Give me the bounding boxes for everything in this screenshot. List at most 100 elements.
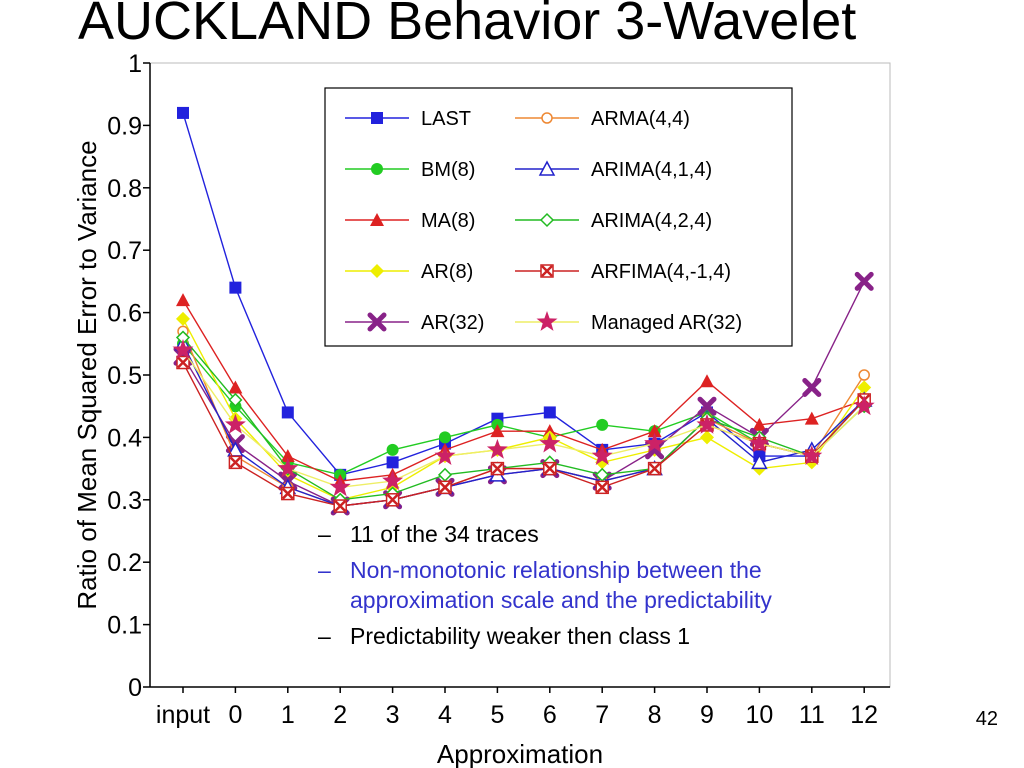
legend-marker: [370, 264, 384, 278]
y-tick-label: 0.2: [107, 549, 142, 577]
series-managed-ar-32-: [172, 339, 875, 497]
data-point: [596, 418, 609, 431]
y-tick-label: 0.5: [107, 362, 142, 390]
data-point: [857, 380, 872, 395]
data-point: [176, 311, 190, 326]
data-point: [177, 106, 189, 119]
legend-label: ARFIMA(4,-1,4): [591, 261, 731, 283]
x-tick-label: 10: [745, 701, 773, 729]
x-tick-label: 8: [648, 701, 662, 729]
legend-item: AR(8): [345, 261, 473, 283]
legend-label: ARIMA(4,1,4): [591, 159, 712, 181]
data-point: [591, 445, 613, 465]
y-tick-label: 0.7: [107, 237, 142, 265]
marker-cross: [491, 462, 504, 475]
marker-cross: [281, 487, 294, 500]
x-tick-label: 11: [799, 701, 825, 729]
marker-cross: [386, 493, 399, 506]
data-point: [486, 438, 508, 459]
data-point: [697, 396, 717, 416]
data-point: [329, 476, 351, 497]
legend-item: ARIMA(4,2,4): [515, 210, 712, 232]
x-tick-label: 2: [333, 701, 347, 729]
data-point: [333, 499, 347, 513]
marker-cross: [439, 481, 451, 494]
y-tick-label: 0.4: [107, 424, 142, 452]
legend-marker: [538, 160, 556, 176]
x-tick-label: 0: [228, 701, 242, 729]
legend-label: MA(8): [421, 210, 475, 232]
bullet-item: – Non-monotonic relationship between the …: [318, 556, 898, 616]
marker-cross: [177, 356, 189, 369]
data-point: [490, 461, 505, 476]
marker-cross: [229, 456, 242, 469]
legend-item: LAST: [345, 108, 471, 130]
marker-cross: [596, 481, 609, 494]
data-point: [543, 461, 557, 476]
legend-marker: [536, 311, 558, 331]
data-point: [172, 339, 194, 359]
data-point: [644, 432, 666, 453]
data-point: [277, 457, 299, 478]
legend-marker: [539, 212, 555, 228]
legend-item: MA(8): [345, 210, 475, 232]
data-point: [228, 455, 243, 470]
bullet-dash: –: [318, 521, 331, 547]
data-point: [748, 432, 770, 453]
x-tick-label: 6: [543, 701, 557, 729]
data-point: [700, 374, 714, 388]
data-point: [696, 413, 718, 434]
data-point: [751, 453, 768, 470]
x-tick-label: input: [156, 701, 210, 729]
legend-label: Managed AR(32): [591, 312, 742, 334]
y-tick-label: 0.9: [107, 112, 142, 140]
x-tick-label: 1: [281, 701, 295, 729]
marker-cross: [543, 462, 556, 475]
data-point: [281, 406, 294, 419]
y-tick-label: 1: [128, 50, 142, 78]
legend-box: [324, 87, 793, 347]
y-tick-label: 0.8: [107, 175, 142, 203]
data-point: [280, 449, 295, 463]
x-tick-label: 12: [850, 701, 878, 729]
series-line: [182, 299, 865, 482]
legend-marker: [367, 312, 387, 332]
data-point: [228, 380, 243, 394]
legend-item: BM(8): [345, 159, 475, 181]
data-point: [853, 395, 875, 416]
legend-item: AR(32): [345, 312, 484, 334]
legend-marker: [370, 213, 384, 226]
bullet-list: –11 of the 34 traces – Non-monotonic relat…: [318, 520, 898, 658]
legend-label: ARMA(4,4): [591, 108, 690, 130]
data-point: [438, 480, 452, 495]
y-tick-label: 0.6: [107, 300, 142, 328]
marker-cross: [334, 500, 347, 512]
page-number: 42: [975, 708, 998, 730]
data-point: [385, 493, 400, 507]
legend-item: ARMA(4,4): [515, 108, 690, 130]
legend-marker: [371, 112, 383, 124]
legend-item: Managed AR(32): [515, 311, 742, 334]
data-point: [647, 424, 662, 438]
data-point: [539, 432, 561, 453]
series-line: [182, 343, 865, 507]
bullet-item: – Predictability weaker then class 1: [318, 622, 898, 652]
series-line: [182, 318, 865, 501]
series-line: [182, 337, 865, 501]
bullet-text: Non-monotonic relationship between the a…: [350, 556, 772, 613]
bullet-dash: –: [318, 622, 331, 649]
legend-marker: [540, 264, 554, 278]
legend-label: ARIMA(4,2,4): [591, 210, 712, 232]
data-point: [386, 443, 399, 456]
x-tick-label: 5: [490, 701, 504, 729]
series-line: [182, 112, 865, 476]
legend-marker: [541, 112, 553, 124]
bullet-text: Predictability weaker then class 1: [350, 622, 691, 649]
data-point: [281, 486, 295, 501]
bullet-item: –11 of the 34 traces: [318, 520, 898, 550]
data-point: [224, 413, 246, 434]
x-tick-label: 4: [438, 701, 452, 729]
x-axis-title: Approximation: [437, 739, 603, 768]
data-point: [543, 406, 556, 419]
